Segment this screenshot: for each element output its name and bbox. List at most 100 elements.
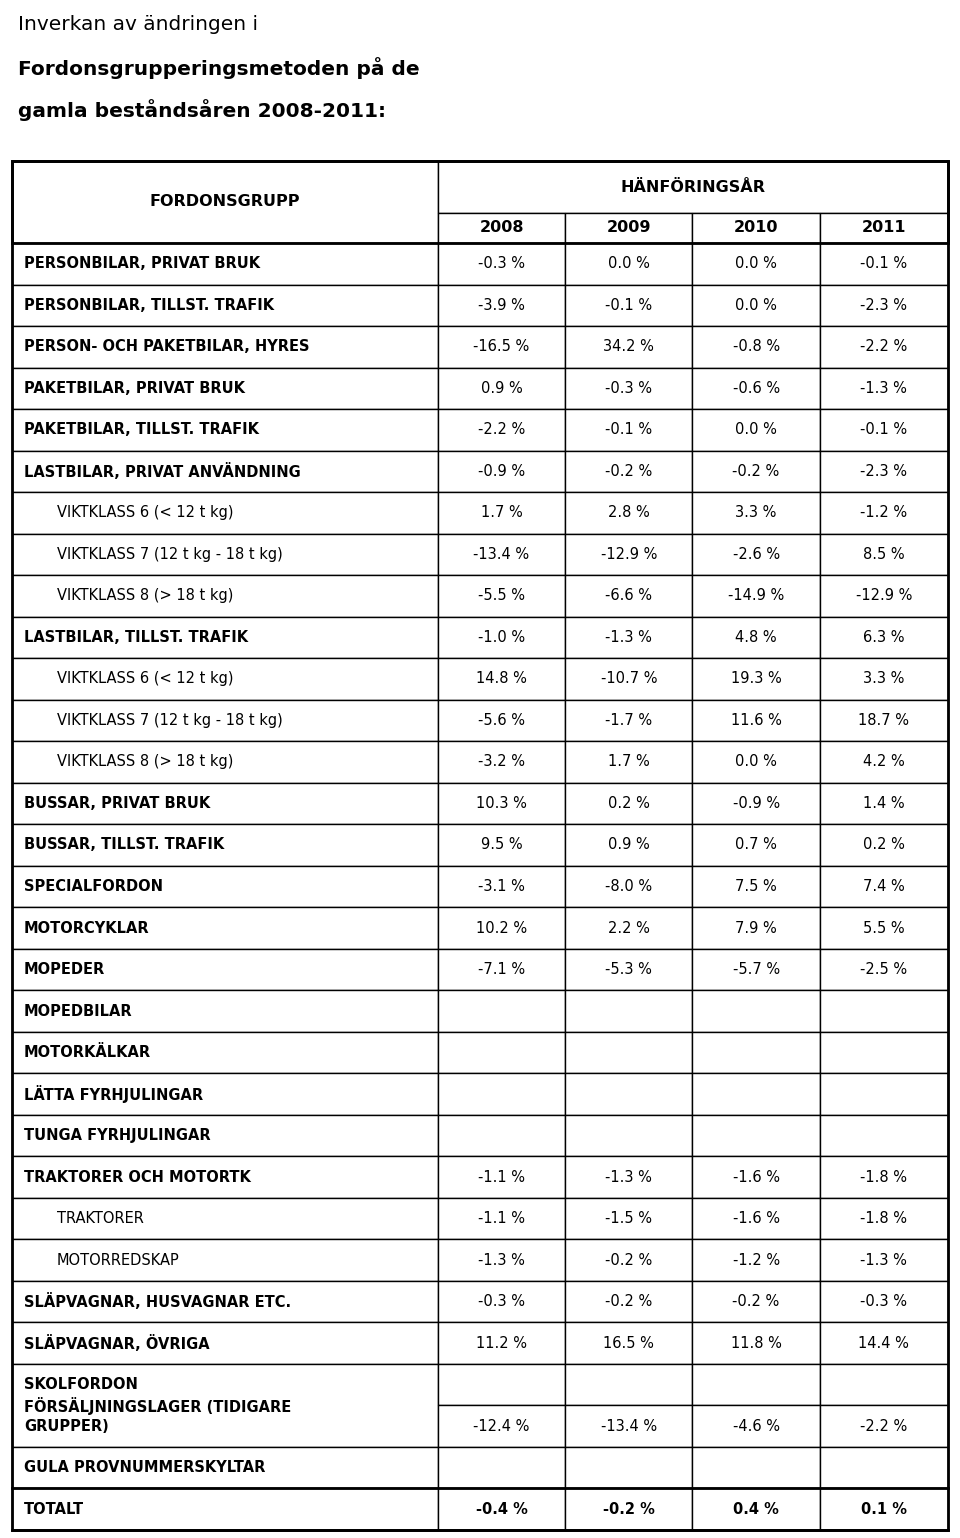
Bar [438, 824, 565, 866]
Text: MOPEDBILAR: MOPEDBILAR [24, 1004, 132, 1018]
Bar [438, 1323, 565, 1364]
Bar [438, 1406, 565, 1447]
Text: -1.2 %: -1.2 % [860, 506, 907, 520]
Text: VIKTKLASS 6 (< 12 t kg): VIKTKLASS 6 (< 12 t kg) [57, 672, 233, 686]
Bar [820, 326, 948, 368]
Text: MOTORCYKLAR: MOTORCYKLAR [24, 921, 150, 935]
Bar [820, 1115, 948, 1157]
Bar [820, 741, 948, 783]
Bar [820, 1240, 948, 1281]
Text: MOTORREDSKAP: MOTORREDSKAP [57, 1252, 180, 1267]
Text: PAKETBILAR, TILLST. TRAFIK: PAKETBILAR, TILLST. TRAFIK [24, 423, 259, 437]
Text: Inverkan av ändringen i: Inverkan av ändringen i [18, 15, 258, 34]
Text: 0.0 %: 0.0 % [735, 298, 777, 312]
Bar [565, 700, 692, 741]
Bar [820, 1281, 948, 1323]
Text: -16.5 %: -16.5 % [473, 340, 530, 354]
Text: 0.4 %: 0.4 % [733, 1501, 780, 1516]
Text: VIKTKLASS 6 (< 12 t kg): VIKTKLASS 6 (< 12 t kg) [57, 506, 233, 520]
Bar [438, 1447, 565, 1489]
Text: -1.8 %: -1.8 % [860, 1210, 907, 1226]
Bar [692, 1032, 820, 1074]
Bar [565, 1364, 692, 1406]
Bar [12, 575, 438, 617]
Text: -4.6 %: -4.6 % [732, 1418, 780, 1433]
Text: -1.3 %: -1.3 % [478, 1252, 525, 1267]
Text: -1.3 %: -1.3 % [860, 381, 907, 395]
Text: -5.3 %: -5.3 % [606, 963, 652, 977]
Text: HÄNFÖRINGSÅR: HÄNFÖRINGSÅR [620, 180, 765, 194]
Bar [438, 866, 565, 907]
Text: -1.3 %: -1.3 % [606, 631, 652, 644]
Bar [438, 1198, 565, 1240]
Bar [565, 575, 692, 617]
Text: -5.5 %: -5.5 % [478, 589, 525, 603]
Bar [820, 1323, 948, 1364]
Text: TUNGA FYRHJULINGAR: TUNGA FYRHJULINGAR [24, 1127, 210, 1143]
Text: -0.3 %: -0.3 % [478, 1293, 525, 1309]
Bar [820, 1447, 948, 1489]
Bar [820, 285, 948, 326]
Bar [12, 243, 438, 285]
Text: 14.8 %: 14.8 % [476, 672, 527, 686]
Bar [565, 1032, 692, 1074]
Text: -2.3 %: -2.3 % [860, 298, 907, 312]
Bar [692, 990, 820, 1032]
Bar [692, 451, 820, 492]
Bar [692, 1489, 820, 1530]
Text: -0.2 %: -0.2 % [605, 1252, 653, 1267]
Text: -7.1 %: -7.1 % [478, 963, 525, 977]
Text: 1.7 %: 1.7 % [481, 506, 522, 520]
Bar [820, 700, 948, 741]
Bar [438, 1115, 565, 1157]
Text: -1.6 %: -1.6 % [732, 1169, 780, 1184]
Text: VIKTKLASS 7 (12 t kg - 18 t kg): VIKTKLASS 7 (12 t kg - 18 t kg) [57, 548, 283, 561]
Bar [12, 326, 438, 368]
Bar [820, 990, 948, 1032]
Text: Fordonsgrupperingsmetoden på de: Fordonsgrupperingsmetoden på de [18, 57, 420, 78]
Bar [820, 866, 948, 907]
Text: 10.2 %: 10.2 % [476, 921, 527, 935]
Bar [438, 741, 565, 783]
Text: -0.1 %: -0.1 % [605, 423, 653, 437]
Text: -12.9 %: -12.9 % [855, 589, 912, 603]
Text: -13.4 %: -13.4 % [473, 548, 530, 561]
Text: 0.0 %: 0.0 % [735, 755, 777, 769]
Text: 19.3 %: 19.3 % [731, 672, 781, 686]
Bar [438, 451, 565, 492]
Bar [820, 243, 948, 285]
Bar [565, 866, 692, 907]
Text: LASTBILAR, PRIVAT ANVÄNDNING: LASTBILAR, PRIVAT ANVÄNDNING [24, 463, 300, 480]
Text: 0.2 %: 0.2 % [863, 838, 905, 852]
Bar [12, 1115, 438, 1157]
Bar [820, 658, 948, 700]
Text: -1.2 %: -1.2 % [732, 1252, 780, 1267]
Bar [692, 1074, 820, 1115]
Text: 5.5 %: 5.5 % [863, 921, 904, 935]
Text: -0.2 %: -0.2 % [603, 1501, 655, 1516]
Bar [12, 949, 438, 990]
Bar [692, 1323, 820, 1364]
Bar [565, 1157, 692, 1198]
Bar [692, 700, 820, 741]
Bar [438, 949, 565, 990]
Text: -14.9 %: -14.9 % [728, 589, 784, 603]
Bar [565, 1447, 692, 1489]
Bar [565, 1323, 692, 1364]
Bar [438, 492, 565, 534]
Text: 11.8 %: 11.8 % [731, 1335, 781, 1350]
Bar [438, 575, 565, 617]
Text: -2.6 %: -2.6 % [732, 548, 780, 561]
Text: BUSSAR, TILLST. TRAFIK: BUSSAR, TILLST. TRAFIK [24, 838, 225, 852]
Text: 0.7 %: 0.7 % [735, 838, 777, 852]
Bar [692, 866, 820, 907]
Bar [820, 824, 948, 866]
Bar [692, 1198, 820, 1240]
Text: -5.6 %: -5.6 % [478, 714, 525, 727]
Text: 16.5 %: 16.5 % [604, 1335, 655, 1350]
Text: -3.9 %: -3.9 % [478, 298, 525, 312]
Bar [692, 741, 820, 783]
Bar [565, 326, 692, 368]
Bar [438, 1157, 565, 1198]
Bar [565, 451, 692, 492]
